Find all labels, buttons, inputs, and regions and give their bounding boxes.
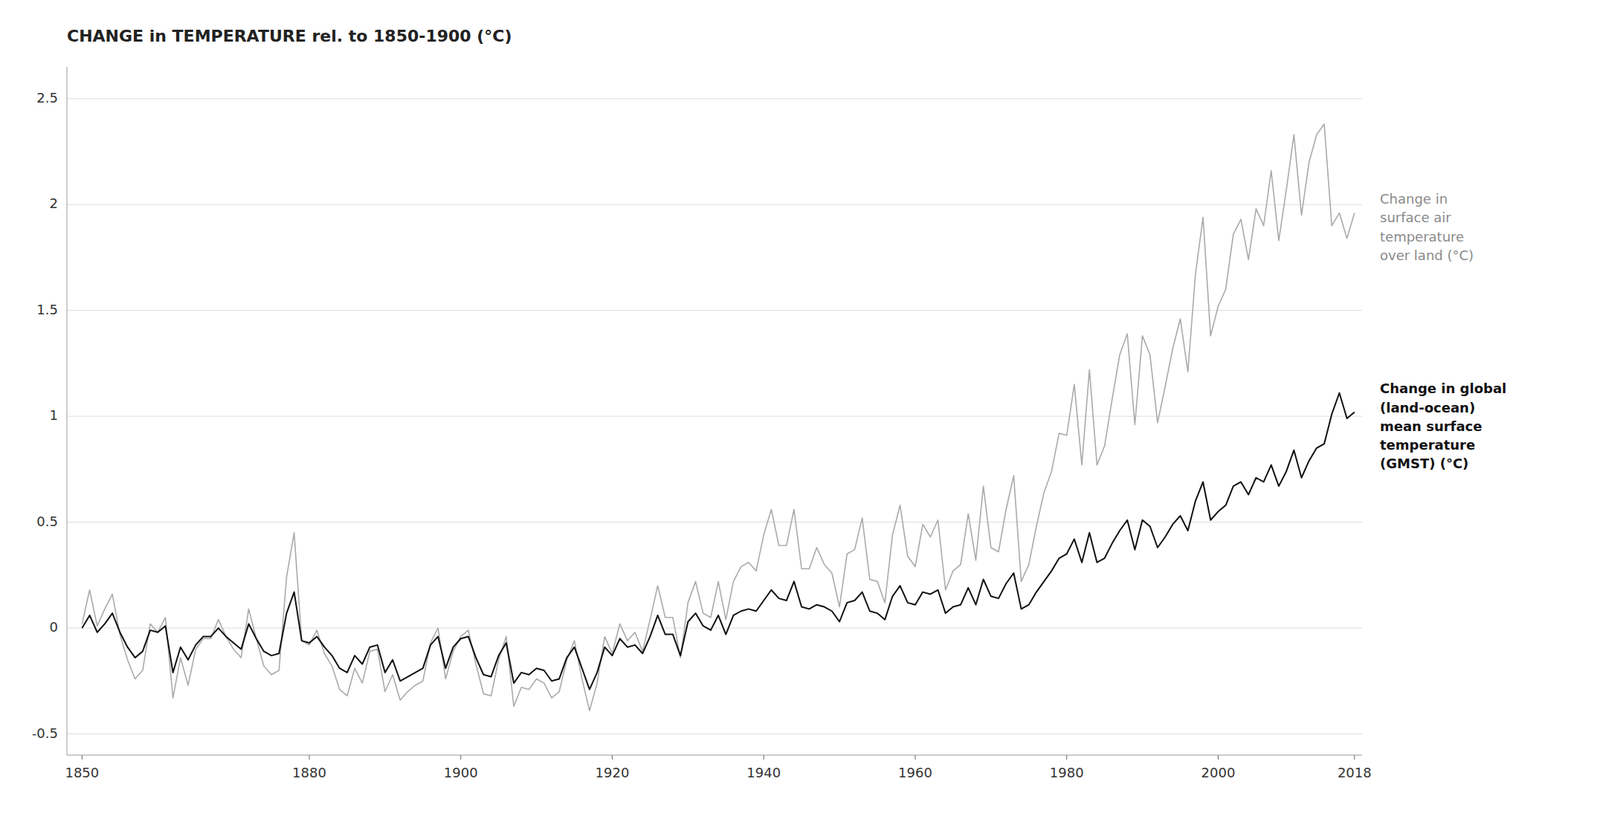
x-tick [914, 755, 916, 760]
x-tick-label: 1920 [595, 765, 630, 781]
grid-line [66, 628, 1363, 629]
x-tick [1217, 755, 1219, 760]
grid-line [66, 521, 1363, 523]
series-line [81, 393, 1354, 690]
line-label: Change in global(land-ocean)mean surface… [1379, 380, 1507, 472]
x-axis-line [66, 755, 1363, 757]
x-tick-label: 1850 [64, 765, 99, 781]
grid-line [66, 98, 1363, 99]
y-tick-label: 2 [49, 195, 58, 212]
x-tick-label: 1940 [746, 765, 781, 781]
grid-line [66, 310, 1363, 311]
x-tick [1066, 755, 1067, 760]
x-tick [1353, 755, 1355, 760]
title: CHANGE in TEMPERATURE rel. to 1850-1900 … [66, 26, 513, 46]
x-tick [763, 755, 765, 760]
y-axis-line [66, 66, 68, 756]
y-tick-label: 2.5 [36, 89, 58, 106]
x-tick [308, 755, 310, 760]
y-tick-label: 0.5 [36, 513, 58, 530]
grid [66, 98, 1363, 735]
x-tick-label: 1900 [443, 765, 479, 781]
line-label: Change insurface airtemperatureover land… [1379, 191, 1474, 264]
x-tick-label: 2018 [1337, 765, 1372, 781]
grid-line [66, 204, 1363, 206]
grid-line [66, 416, 1363, 418]
y-tick-label: 1.5 [36, 301, 58, 318]
x-tick-label: 2000 [1201, 765, 1236, 781]
lines [81, 124, 1354, 711]
x-tick [81, 755, 83, 760]
x-tick [611, 755, 613, 760]
y-tick-label: 1 [49, 407, 58, 424]
axes: -0.5 0 0.5 1 1.5 2 2.5 1850 1880 1900 1920 1940 1960… [31, 66, 1372, 781]
x-tick-label: 1980 [1049, 765, 1085, 781]
grid-line [66, 733, 1363, 735]
x-tick [460, 755, 461, 760]
x-tick-label: 1880 [292, 765, 327, 781]
y-tick-label: -0.5 [31, 725, 58, 742]
chart: CHANGE in TEMPERATURE rel. to 1850-1900 … [0, 0, 1600, 822]
series-line [81, 124, 1354, 711]
y-tick-label: 0 [49, 619, 58, 635]
x-tick-label: 1960 [898, 765, 933, 781]
